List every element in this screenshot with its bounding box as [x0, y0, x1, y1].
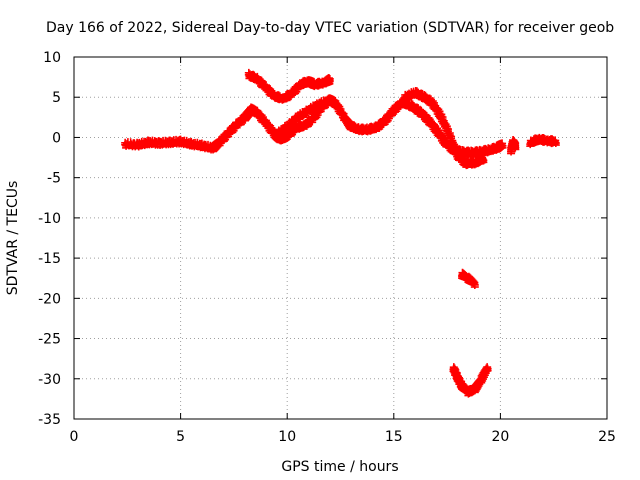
y-tick-label: -25 [38, 332, 61, 348]
series-track-h [449, 363, 492, 398]
x-axis-ticks: 0 5 10 15 20 25 [70, 57, 616, 445]
series-track-d [400, 86, 488, 170]
series-track-b [244, 68, 334, 104]
x-tick-label: 15 [385, 429, 403, 445]
y-tick-label: -35 [38, 412, 61, 428]
series-track-a [121, 94, 507, 159]
y-axis-ticks: -35 -30 -25 -20 -15 -10 -5 0 5 10 [38, 50, 607, 428]
y-axis-title: SDTVAR / TECUs [5, 181, 21, 296]
x-tick-label: 0 [70, 429, 79, 445]
y-tick-label: -15 [38, 251, 61, 267]
x-tick-label: 25 [598, 429, 616, 445]
x-axis-title: GPS time / hours [281, 459, 398, 475]
series-track-c [272, 95, 334, 139]
chart-title: Day 166 of 2022, Sidereal Day-to-day VTE… [46, 20, 614, 36]
plot-frame [73, 56, 608, 420]
y-tick-label: 0 [52, 130, 61, 146]
x-tick-label: 10 [278, 429, 296, 445]
y-tick-label: -30 [38, 372, 61, 388]
series-track-e [507, 136, 520, 156]
x-tick-label: 5 [176, 429, 185, 445]
x-tick-label: 20 [491, 429, 509, 445]
y-tick-label: 5 [52, 90, 61, 106]
y-tick-label: -5 [47, 171, 61, 187]
data-points [121, 68, 560, 398]
y-tick-label: 10 [43, 50, 61, 66]
y-tick-label: -20 [38, 291, 61, 307]
y-tick-label: -10 [38, 211, 61, 227]
grid-lines [74, 57, 607, 419]
series-track-f [526, 133, 560, 149]
series-track-g [458, 268, 479, 290]
